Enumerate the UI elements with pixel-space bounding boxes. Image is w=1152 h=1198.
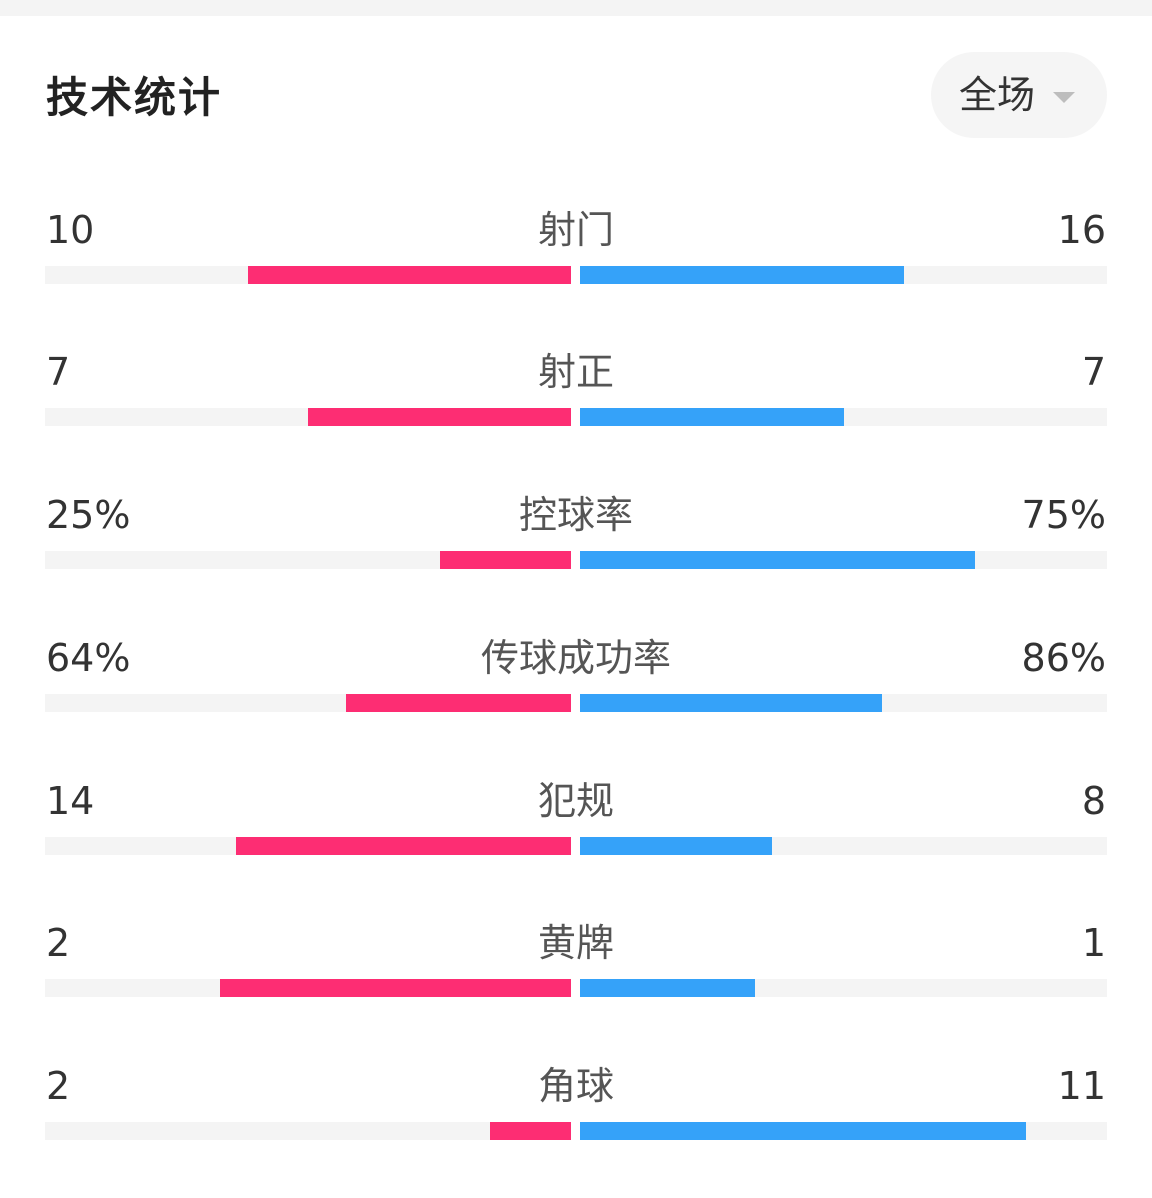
home-bar-track: [45, 694, 571, 712]
stat-label: 传球成功率: [480, 636, 671, 680]
away-bar-track: [580, 266, 1107, 284]
stat-label: 射门: [537, 208, 614, 252]
stat-label: 黄牌: [537, 921, 614, 965]
stats-header: 技术统计 全场: [0, 16, 1152, 166]
stat-row-yellow-cards: 2 黄牌 1: [0, 918, 1152, 1028]
stat-row-shots-on-target: 7 射正 7: [0, 347, 1152, 457]
home-value: 2: [46, 921, 71, 965]
home-bar-track: [45, 1122, 571, 1140]
away-bar-track: [580, 979, 1107, 997]
stat-row-possession: 25% 控球率 75%: [0, 490, 1152, 600]
away-value: 11: [1057, 1064, 1106, 1108]
home-bar-track: [45, 979, 571, 997]
home-value: 10: [46, 208, 95, 252]
home-bar: [308, 408, 571, 426]
away-value: 16: [1057, 208, 1106, 252]
home-bar-track: [45, 408, 571, 426]
away-bar: [580, 979, 756, 997]
stat-row-shots: 10 射门 16: [0, 205, 1152, 315]
stat-row-corners: 2 角球 11: [0, 1061, 1152, 1171]
away-bar: [580, 266, 905, 284]
chevron-down-icon: [1053, 91, 1076, 103]
home-bar-track: [45, 837, 571, 855]
period-dropdown[interactable]: 全场: [931, 52, 1107, 138]
away-bar: [580, 694, 882, 712]
home-bar-track: [45, 266, 571, 284]
stat-label: 角球: [537, 1064, 614, 1108]
away-value: 1: [1081, 921, 1106, 965]
stat-label: 射正: [537, 350, 614, 394]
away-bar-track: [580, 694, 1107, 712]
home-bar-track: [45, 551, 571, 569]
stat-label: 控球率: [518, 493, 633, 537]
top-divider: [0, 0, 1152, 16]
stat-row-pass-accuracy: 64% 传球成功率 86%: [0, 633, 1152, 743]
home-bar: [439, 551, 571, 569]
away-bar: [580, 408, 844, 426]
page-title: 技术统计: [46, 73, 223, 122]
home-value: 25%: [46, 493, 131, 537]
away-value: 7: [1081, 350, 1106, 394]
home-bar: [236, 837, 571, 855]
home-value: 14: [46, 779, 95, 823]
period-selected-label: 全场: [959, 73, 1036, 117]
home-bar: [490, 1122, 571, 1140]
away-bar: [580, 551, 976, 569]
away-bar: [580, 837, 772, 855]
away-bar-track: [580, 837, 1107, 855]
home-bar: [220, 979, 571, 997]
away-bar: [580, 1122, 1026, 1140]
away-value: 8: [1081, 779, 1106, 823]
away-value: 86%: [1021, 636, 1106, 680]
away-bar-track: [580, 408, 1107, 426]
stat-row-fouls: 14 犯规 8: [0, 776, 1152, 886]
stat-label: 犯规: [537, 779, 614, 823]
home-value: 7: [46, 350, 71, 394]
away-bar-track: [580, 1122, 1107, 1140]
home-value: 2: [46, 1064, 71, 1108]
home-bar: [247, 266, 571, 284]
away-bar-track: [580, 551, 1107, 569]
home-bar: [346, 694, 571, 712]
away-value: 75%: [1021, 493, 1106, 537]
home-value: 64%: [46, 636, 131, 680]
